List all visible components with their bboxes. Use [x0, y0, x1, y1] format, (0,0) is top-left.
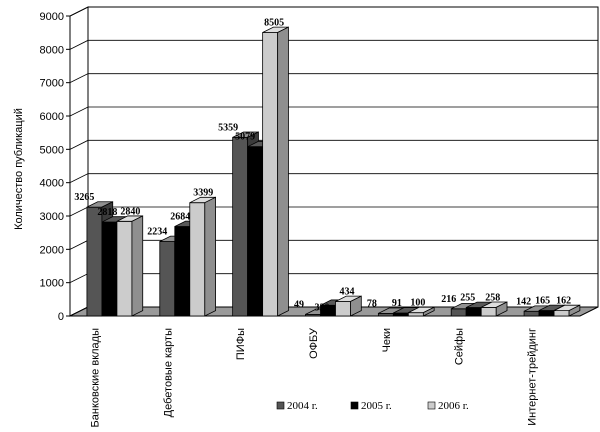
- y-tick-label: 1000: [40, 278, 64, 290]
- bar: [116, 215, 144, 317]
- bar-front: [450, 308, 467, 317]
- data-label: 255: [460, 293, 475, 304]
- data-label: 8505: [264, 18, 284, 29]
- legend-swatch: [350, 401, 359, 410]
- legend: 2004 г. 2005 г. 2006 г.: [276, 400, 469, 412]
- y-tick-label: 0: [58, 311, 64, 323]
- bar: [480, 301, 508, 317]
- data-label: 3265: [74, 192, 94, 203]
- y-axis-label: Количество публикаций: [13, 108, 25, 230]
- data-label: 49: [294, 299, 304, 310]
- data-label: 165: [535, 296, 550, 307]
- gridline: [69, 73, 598, 84]
- bar-front: [335, 301, 351, 317]
- legend-swatch: [427, 401, 436, 410]
- x-tick-label: Сейфы: [454, 328, 466, 365]
- x-tick-label: ОФБУ: [308, 327, 320, 359]
- y-tick-label: 4000: [40, 178, 64, 190]
- bar-front: [538, 310, 555, 317]
- data-label: 100: [410, 298, 425, 309]
- legend-label: 2006 г.: [438, 400, 469, 412]
- bar-front: [553, 310, 570, 317]
- gridline: [69, 6, 598, 17]
- bar-front: [101, 221, 118, 317]
- bar: [262, 26, 289, 317]
- bar-front: [86, 206, 103, 317]
- x-tick-label: Чеки: [381, 328, 393, 352]
- bar-front: [407, 312, 424, 317]
- legend-swatch: [276, 401, 285, 410]
- y-tick-label: 2000: [40, 244, 64, 256]
- bar-front: [232, 136, 249, 317]
- gridline: [69, 139, 598, 150]
- data-label: 3399: [193, 188, 213, 199]
- data-label: 434: [340, 287, 355, 298]
- data-label: 2234: [147, 227, 167, 238]
- x-tick-label: Дебетовые карты: [162, 328, 174, 417]
- y-tick-label: 6000: [40, 111, 64, 123]
- bar: [189, 196, 216, 317]
- bar-side: [277, 26, 289, 317]
- bar: [335, 295, 362, 317]
- bar-front: [189, 202, 206, 317]
- data-label: 2840: [120, 206, 140, 217]
- x-tick-label: ПИФы: [235, 328, 247, 360]
- side-wall: [69, 6, 89, 317]
- bar: [553, 304, 581, 317]
- bar-side: [204, 196, 216, 317]
- bar-front: [116, 220, 133, 317]
- gridline: [69, 173, 598, 184]
- legend-label: 2004 г.: [287, 400, 318, 412]
- data-label: 78: [367, 298, 377, 309]
- y-tick-label: 7000: [40, 78, 64, 90]
- bar-front: [247, 146, 264, 317]
- data-label: 320: [315, 302, 330, 313]
- y-tick-label: 8000: [40, 44, 64, 56]
- bar-front: [480, 306, 497, 317]
- bar-front: [159, 241, 176, 317]
- data-label: 216: [441, 294, 456, 305]
- bar-front: [523, 310, 540, 317]
- bar-side: [350, 295, 362, 317]
- gridline: [69, 39, 598, 50]
- bar-front: [174, 226, 191, 317]
- bar-side: [495, 301, 508, 317]
- gridline: [69, 106, 598, 117]
- data-label: 91: [392, 298, 402, 309]
- data-label: 5359: [218, 122, 238, 133]
- data-label: 5079: [235, 132, 255, 143]
- bar-front: [465, 307, 482, 317]
- data-label: 258: [485, 292, 500, 303]
- x-tick-label: Банковские вклады: [89, 328, 101, 428]
- y-tick-label: 9000: [40, 11, 64, 23]
- bar-side: [131, 215, 144, 317]
- data-label: 2684: [170, 212, 190, 223]
- y-tick-label: 3000: [40, 211, 64, 223]
- bar-front: [262, 32, 279, 317]
- data-label: 2818: [97, 207, 117, 218]
- x-tick-label: Интернет-трейдинг: [527, 328, 539, 426]
- y-tick-label: 5000: [40, 144, 64, 156]
- data-label: 142: [516, 296, 531, 307]
- bar: [407, 306, 435, 317]
- legend-label: 2005 г.: [361, 400, 392, 412]
- bar-side: [568, 304, 581, 317]
- bar-side: [422, 306, 435, 317]
- bar-front: [392, 312, 409, 317]
- data-label: 162: [556, 296, 571, 307]
